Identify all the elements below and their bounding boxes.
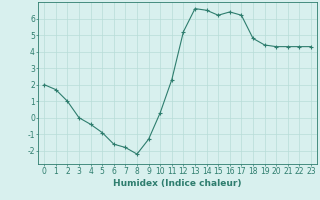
X-axis label: Humidex (Indice chaleur): Humidex (Indice chaleur): [113, 179, 242, 188]
